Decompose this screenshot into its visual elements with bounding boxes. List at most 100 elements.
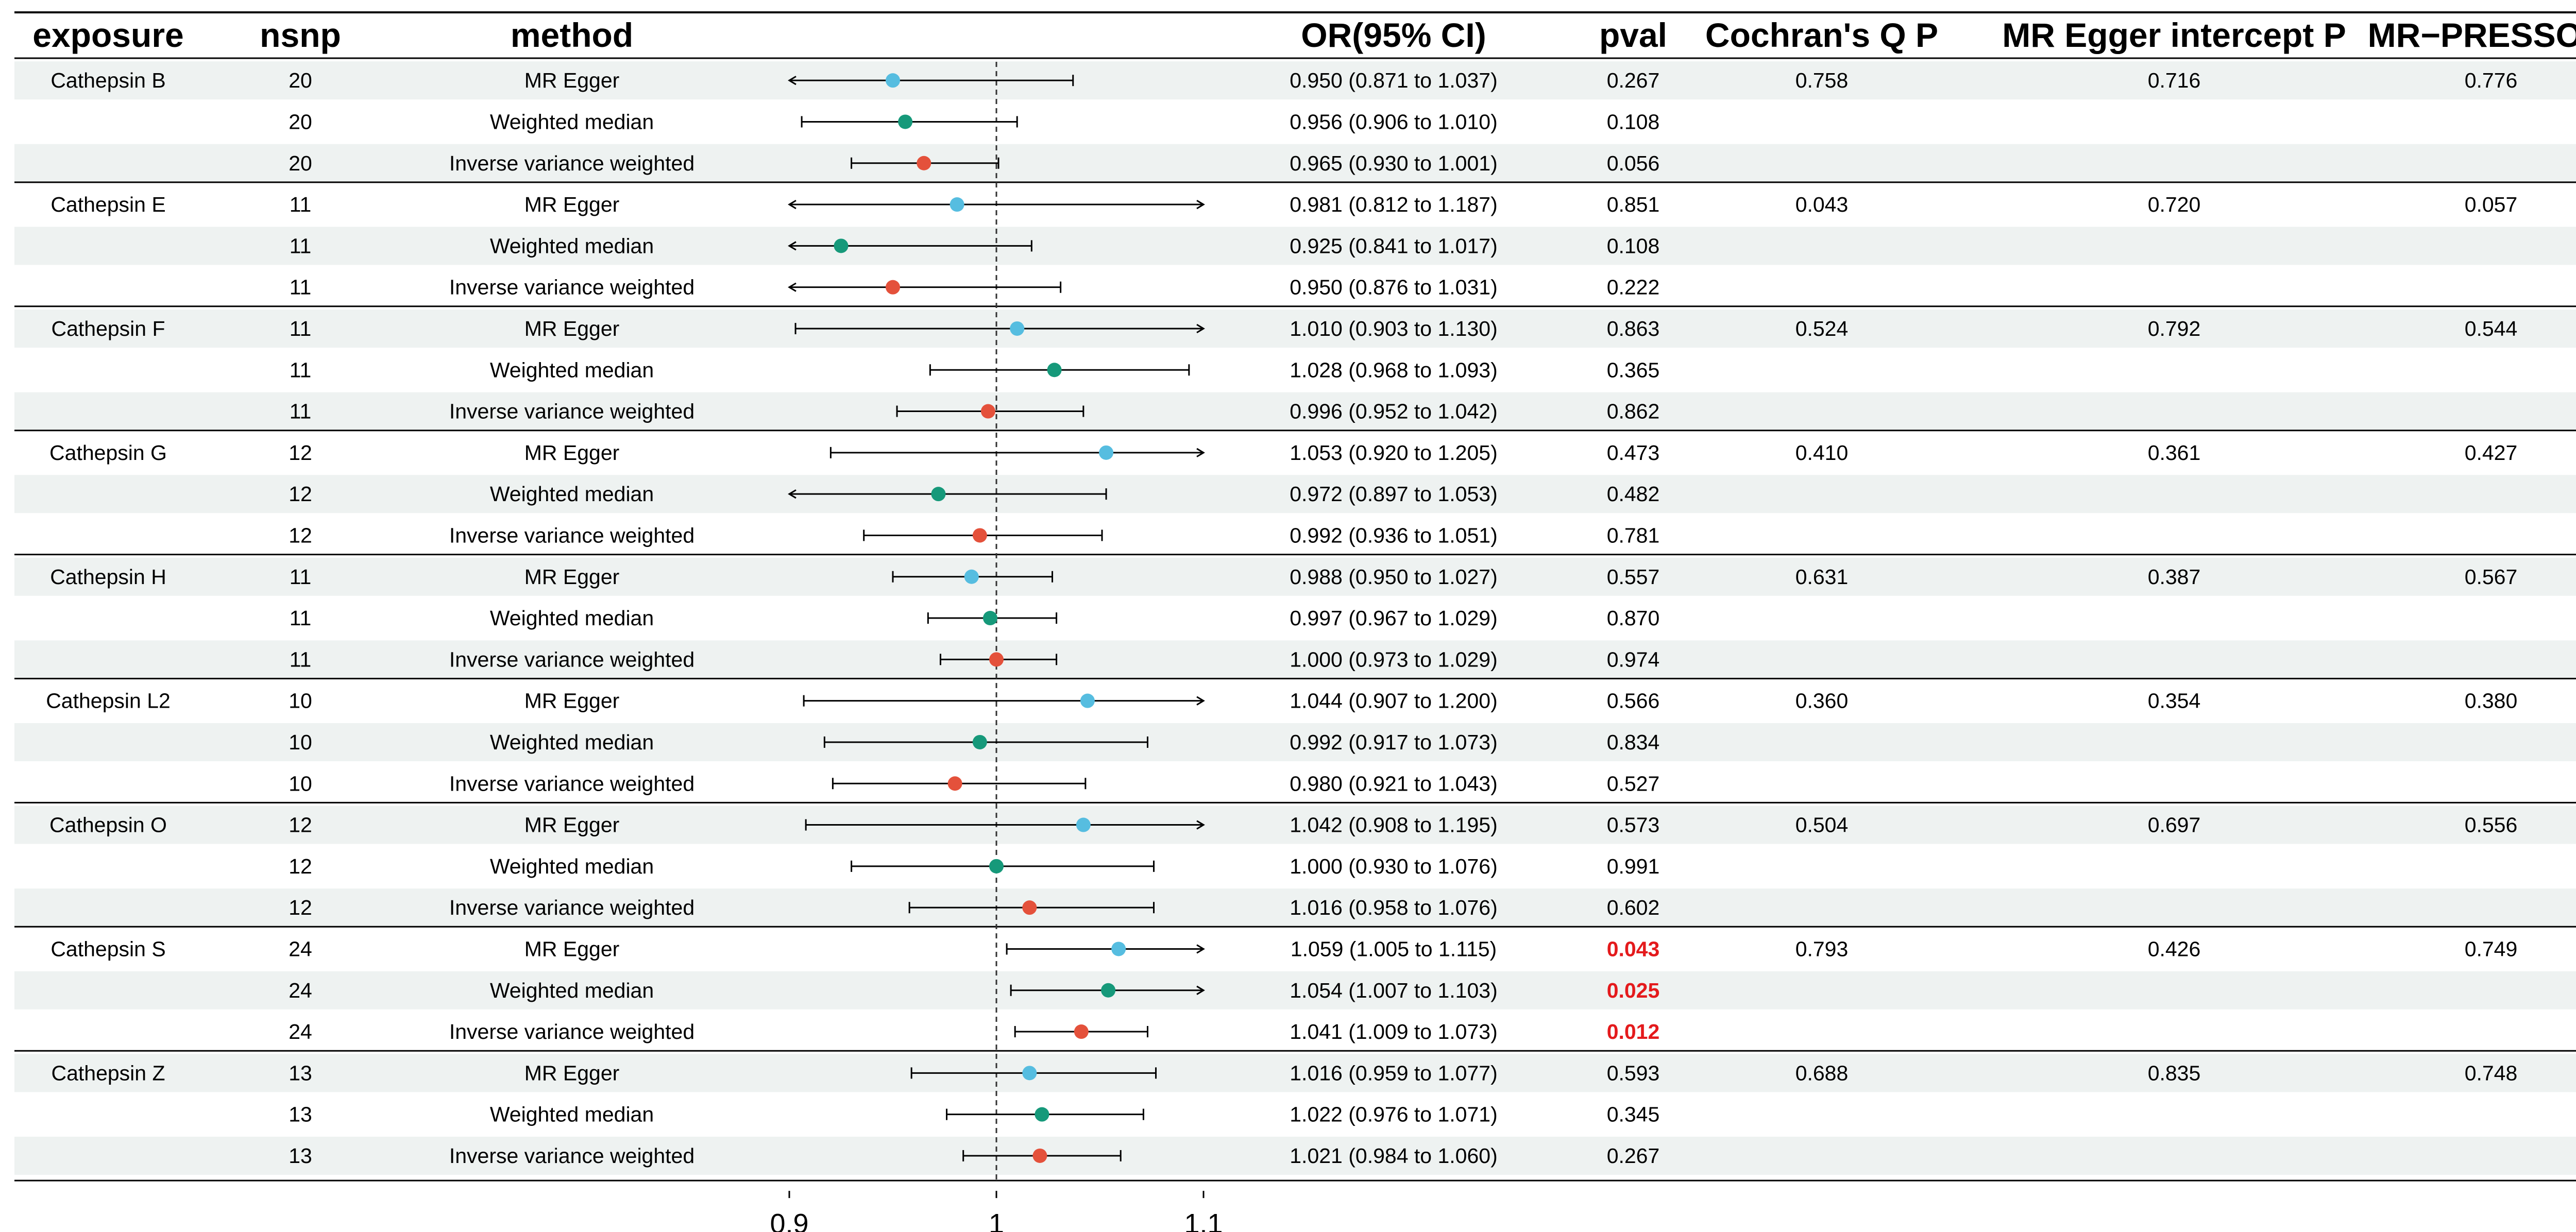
pval-value: 0.365	[1607, 358, 1660, 382]
row-bands	[14, 61, 2576, 1175]
exposure-label: Cathepsin B	[50, 69, 165, 92]
ci-arrow-right	[1196, 323, 1205, 334]
or-ci-value: 0.996 (0.952 to 1.042)	[1290, 400, 1497, 423]
pval-value: 0.870	[1607, 606, 1660, 630]
nsnp-value: 11	[290, 647, 312, 671]
method-label: Weighted median	[490, 234, 654, 258]
nsnp-value: 24	[289, 979, 312, 1002]
point-estimate	[1099, 445, 1114, 460]
ci-arrow-right	[1196, 820, 1205, 830]
nsnp-value: 12	[289, 441, 312, 465]
pval-value: 0.108	[1607, 234, 1660, 258]
nsnp-value: 12	[289, 896, 312, 919]
ci-arrow-right	[1196, 696, 1205, 706]
or-ci-value: 1.000 (0.930 to 1.076)	[1290, 854, 1497, 878]
nsnp-value: 20	[289, 151, 312, 175]
mr-egger-intercept-p-value: 0.720	[2148, 193, 2201, 216]
or-ci-value: 1.000 (0.973 to 1.029)	[1290, 647, 1497, 671]
axis-tick-label: 1	[989, 1208, 1004, 1232]
cochran-q-p-value: 0.360	[1795, 689, 1849, 713]
row-band	[14, 971, 2576, 1009]
method-label: Inverse variance weighted	[449, 772, 694, 795]
or-ci-value: 1.021 (0.984 to 1.060)	[1290, 1144, 1497, 1168]
mr-egger-intercept-p-value: 0.354	[2148, 689, 2201, 713]
axis-tick-label: 0.9	[770, 1208, 808, 1232]
mr-presso-p-value: 0.544	[2465, 317, 2518, 340]
or-ci-value: 1.022 (0.976 to 1.071)	[1290, 1103, 1497, 1126]
method-label: Inverse variance weighted	[449, 896, 694, 919]
or-ci-value: 0.981 (0.812 to 1.187)	[1290, 193, 1497, 216]
or-ci-value: 0.965 (0.930 to 1.001)	[1290, 151, 1497, 175]
or-ci-value: 1.041 (1.009 to 1.073)	[1290, 1020, 1497, 1043]
ci-arrow-left	[788, 282, 796, 292]
method-label: MR Egger	[524, 317, 620, 340]
mr-egger-intercept-p-value: 0.716	[2148, 69, 2201, 92]
nsnp-value: 13	[289, 1144, 312, 1168]
ci-arrow-right	[1196, 944, 1205, 954]
nsnp-value: 11	[290, 193, 312, 216]
method-label: Inverse variance weighted	[449, 1144, 694, 1168]
exposure-label: Cathepsin O	[49, 813, 167, 837]
point-estimate	[964, 569, 979, 584]
method-label: MR Egger	[524, 69, 620, 92]
pval-value: 0.573	[1607, 813, 1660, 837]
pval-value: 0.974	[1607, 647, 1660, 671]
header-nsnp: nsnp	[260, 16, 341, 54]
nsnp-value: 10	[289, 689, 312, 713]
method-label: Weighted median	[490, 482, 654, 506]
or-ci-value: 0.950 (0.876 to 1.031)	[1290, 276, 1497, 299]
ci-arrow-right	[1196, 448, 1205, 457]
point-estimate	[931, 487, 946, 502]
or-ci-value: 1.054 (1.007 to 1.103)	[1290, 979, 1497, 1002]
mr-presso-p-value: 0.556	[2465, 813, 2518, 837]
nsnp-value: 24	[289, 1020, 312, 1043]
nsnp-value: 20	[289, 110, 312, 133]
ci-arrow-left	[788, 199, 796, 210]
header-mr-presso-p: MR−PRESSO P	[2368, 16, 2576, 54]
ci-arrow-left	[788, 76, 796, 85]
pval-value: 0.267	[1607, 1144, 1660, 1168]
mr-presso-p-value: 0.749	[2465, 937, 2518, 961]
exposure-label: Cathepsin H	[50, 565, 166, 589]
pval-value: 0.851	[1607, 193, 1660, 216]
pval-value: 0.527	[1607, 772, 1660, 795]
pval-value: 0.025	[1607, 979, 1660, 1002]
row-band	[14, 144, 2576, 182]
method-label: Inverse variance weighted	[449, 523, 694, 547]
or-ci-value: 1.028 (0.968 to 1.093)	[1290, 358, 1497, 382]
or-ci-value: 1.042 (0.908 to 1.195)	[1290, 813, 1497, 837]
cochran-q-p-value: 0.524	[1795, 317, 1849, 340]
mr-presso-p-value: 0.567	[2465, 565, 2518, 589]
method-label: Inverse variance weighted	[449, 647, 694, 671]
nsnp-value: 13	[289, 1103, 312, 1126]
exposure-label: Cathepsin Z	[51, 1061, 165, 1085]
method-label: Inverse variance weighted	[449, 151, 694, 175]
mr-presso-p-value: 0.748	[2465, 1061, 2518, 1085]
pval-value: 0.222	[1607, 276, 1660, 299]
row-band	[14, 640, 2576, 679]
ci-arrow-left	[788, 241, 796, 251]
point-estimate	[1074, 1024, 1089, 1039]
point-estimate	[1022, 1066, 1037, 1081]
or-ci-value: 0.992 (0.917 to 1.073)	[1290, 730, 1497, 754]
or-ci-value: 0.980 (0.921 to 1.043)	[1290, 772, 1497, 795]
cochran-q-p-value: 0.631	[1795, 565, 1849, 589]
point-estimate	[917, 156, 931, 170]
row-band	[14, 1054, 2576, 1092]
nsnp-value: 11	[290, 606, 312, 630]
pval-value: 0.473	[1607, 441, 1660, 465]
method-label: MR Egger	[524, 689, 620, 713]
row-band	[14, 557, 2576, 596]
forest-plot-area	[788, 62, 1205, 1181]
or-ci-value: 1.010 (0.903 to 1.130)	[1290, 317, 1497, 340]
point-estimate	[1010, 321, 1025, 336]
point-estimate	[834, 238, 849, 253]
header-cochran-q-p: Cochran's Q P	[1705, 16, 1938, 54]
method-label: Weighted median	[490, 358, 654, 382]
pval-value: 0.267	[1607, 69, 1660, 92]
point-estimate	[1022, 900, 1037, 915]
header-or-ci: OR(95% CI)	[1301, 16, 1486, 54]
or-ci-value: 0.972 (0.897 to 1.053)	[1290, 482, 1497, 506]
mr-presso-p-value: 0.427	[2465, 441, 2518, 465]
point-estimate	[989, 859, 1004, 874]
